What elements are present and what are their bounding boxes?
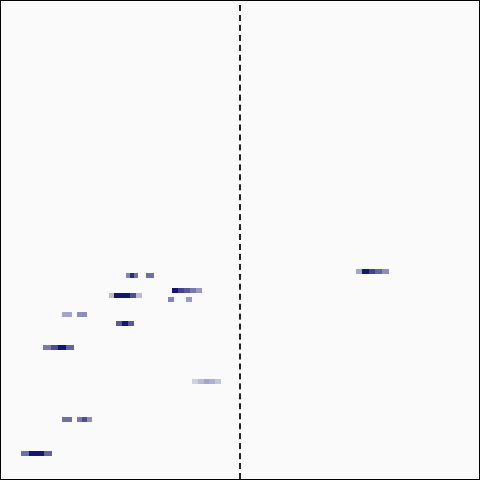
intensity-cell xyxy=(203,379,210,384)
intensity-cell xyxy=(172,288,178,293)
intensity-cell xyxy=(178,288,184,293)
intensity-cell xyxy=(209,379,216,384)
center-divider xyxy=(239,5,241,479)
intensity-cell xyxy=(43,451,52,456)
intensity-mark xyxy=(62,312,87,317)
intensity-cell xyxy=(184,288,190,293)
intensity-cell xyxy=(375,269,383,274)
intensity-mark xyxy=(62,417,92,422)
intensity-cell xyxy=(36,451,44,456)
intensity-cell xyxy=(381,269,389,274)
intensity-cell xyxy=(67,417,72,422)
intensity-cell xyxy=(168,297,174,302)
intensity-cell xyxy=(190,288,196,293)
intensity-mark xyxy=(356,269,389,274)
intensity-cell xyxy=(186,297,192,302)
intensity-cell xyxy=(21,451,29,456)
intensity-cell xyxy=(126,273,130,278)
intensity-cell xyxy=(50,345,59,350)
intensity-mark xyxy=(172,288,202,293)
intensity-mark xyxy=(192,379,222,384)
intensity-cell xyxy=(125,293,131,298)
intensity-cell xyxy=(128,321,134,326)
intensity-cell xyxy=(197,379,204,384)
intensity-cell xyxy=(215,379,222,384)
intensity-cell xyxy=(196,288,202,293)
intensity-cell xyxy=(356,269,363,274)
intensity-mark xyxy=(168,297,192,302)
intensity-cell xyxy=(65,345,74,350)
intensity-cell xyxy=(150,273,154,278)
intensity-cell xyxy=(114,293,121,298)
intensity-cell xyxy=(109,293,115,298)
intensity-cell xyxy=(134,273,138,278)
intensity-cell xyxy=(82,312,87,317)
intensity-cell xyxy=(130,293,137,298)
intensity-cell xyxy=(192,379,198,384)
intensity-cell xyxy=(58,345,66,350)
intensity-cell xyxy=(77,312,82,317)
intensity-cell xyxy=(87,417,92,422)
intensity-cell xyxy=(146,273,150,278)
intensity-cell xyxy=(77,417,82,422)
intensity-cell xyxy=(62,417,67,422)
intensity-mark xyxy=(116,321,134,326)
intensity-cell xyxy=(82,417,87,422)
intensity-cell xyxy=(122,321,128,326)
intensity-mark xyxy=(109,293,142,298)
intensity-cell xyxy=(362,269,370,274)
intensity-cell xyxy=(135,293,142,298)
intensity-cell xyxy=(28,451,37,456)
intensity-mark xyxy=(43,345,74,350)
intensity-cell xyxy=(368,269,376,274)
intensity-cell xyxy=(62,312,67,317)
intensity-mark xyxy=(126,273,154,278)
intensity-mark xyxy=(21,451,52,456)
intensity-cell xyxy=(43,345,51,350)
intensity-cell xyxy=(130,273,134,278)
intensity-cell xyxy=(116,321,122,326)
intensity-cell xyxy=(119,293,126,298)
intensity-cell xyxy=(67,312,72,317)
